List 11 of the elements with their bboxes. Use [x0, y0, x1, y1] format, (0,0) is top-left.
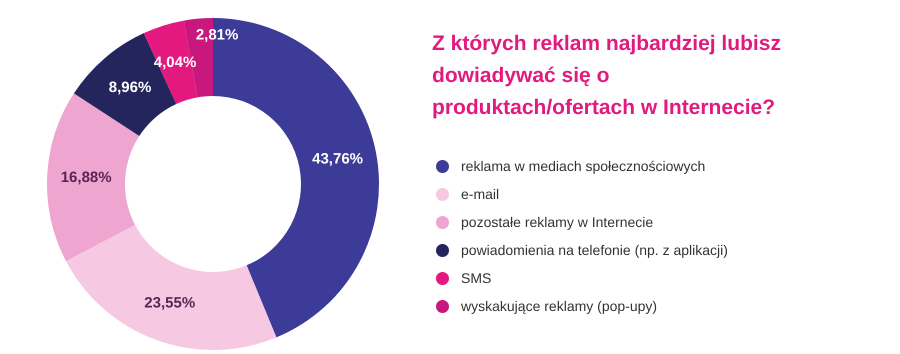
- legend-label: powiadomienia na telefonie (np. z aplikacji): [461, 242, 728, 258]
- data-label: 43,76%: [312, 150, 363, 168]
- data-label: 8,96%: [108, 78, 152, 96]
- legend-label: reklama w mediach społecznościowych: [461, 158, 706, 174]
- legend-label: wyskakujące reklamy (pop-upy): [461, 298, 658, 314]
- legend-label: SMS: [461, 270, 492, 286]
- legend-label: pozostałe reklamy w Internecie: [461, 214, 654, 230]
- data-label: 23,55%: [144, 294, 196, 312]
- text: Z których reklam najbardziej lubisz dowiadywać się o produktach/ofertach w Internecie?: [432, 31, 782, 121]
- legend-label: e-mail: [461, 186, 500, 202]
- data-label: 16,88%: [60, 169, 112, 186]
